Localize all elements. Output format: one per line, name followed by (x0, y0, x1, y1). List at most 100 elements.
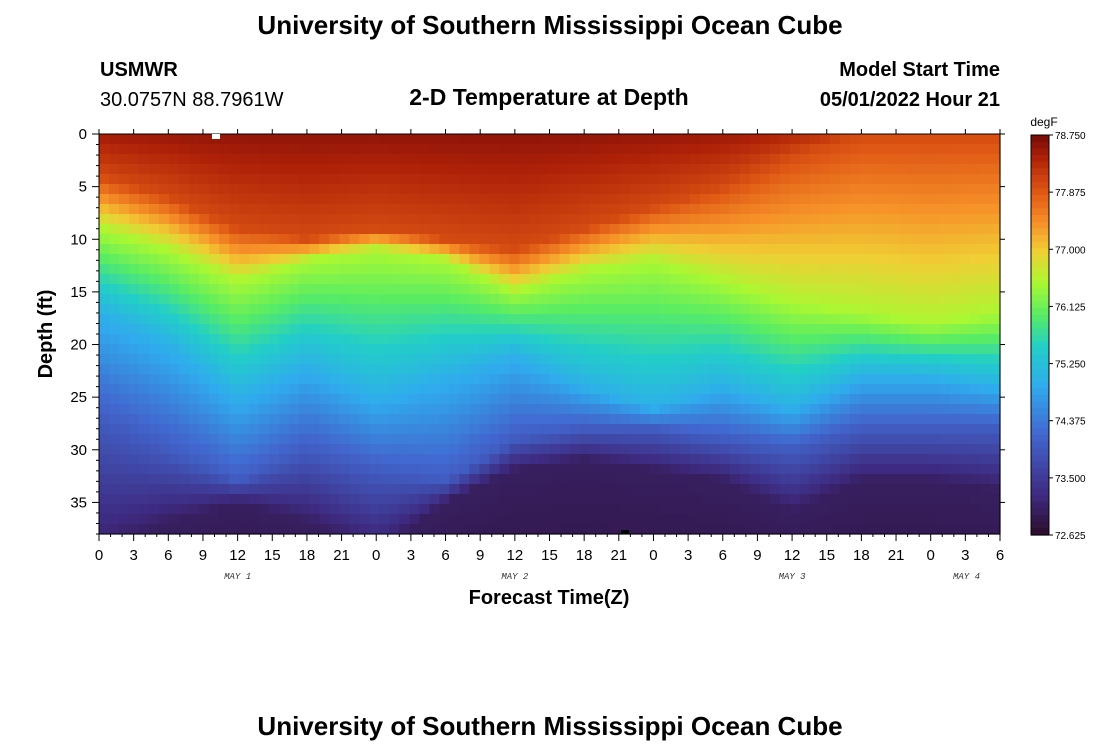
heatmap-cell (759, 434, 771, 445)
heatmap-cell (649, 134, 661, 145)
heatmap-cell (569, 254, 581, 265)
heatmap-cell (939, 474, 951, 485)
heatmap-cell (769, 424, 781, 435)
colorbar-tick-label: 77.875 (1055, 188, 1086, 199)
heatmap-cell (789, 504, 801, 515)
heatmap-cell (759, 144, 771, 155)
heatmap-cell (349, 384, 360, 395)
heatmap-cell (559, 524, 571, 535)
heatmap-cell (389, 344, 400, 355)
heatmap-cell (459, 474, 471, 485)
heatmap-cell (649, 404, 661, 415)
heatmap-cell (669, 164, 681, 175)
heatmap-cell (359, 474, 370, 485)
heatmap-cell (349, 144, 360, 155)
heatmap-cell (129, 264, 140, 275)
heatmap-cell (319, 464, 330, 475)
heatmap-cell (359, 334, 370, 345)
heatmap-cell (759, 174, 771, 185)
heatmap-cell (899, 304, 911, 315)
heatmap-cell (429, 434, 440, 445)
heatmap-cell (459, 154, 471, 165)
heatmap-cell (459, 344, 471, 355)
heatmap-cell (929, 224, 941, 235)
heatmap-cell (359, 264, 370, 275)
heatmap-cell (249, 464, 260, 475)
heatmap-cell (279, 344, 290, 355)
heatmap-cell (709, 184, 721, 195)
heatmap-cell (739, 204, 751, 215)
heatmap-cell (689, 514, 701, 525)
heatmap-cell (139, 304, 150, 315)
heatmap-cell (719, 474, 731, 485)
heatmap-cell (949, 224, 961, 235)
heatmap-cell (349, 414, 360, 425)
heatmap-cell (649, 354, 661, 365)
heatmap-cell (289, 364, 300, 375)
heatmap-cell (729, 414, 741, 425)
heatmap-cell (539, 294, 551, 305)
heatmap-cell (169, 284, 180, 295)
heatmap-cell (989, 344, 1001, 355)
heatmap-cell (199, 484, 210, 495)
heatmap-cell (669, 274, 681, 285)
heatmap-cell (809, 264, 821, 275)
heatmap-cell (99, 224, 110, 235)
heatmap-cell (909, 444, 921, 455)
heatmap-cell (679, 234, 691, 245)
heatmap-cell (199, 304, 210, 315)
heatmap-cell (419, 334, 430, 345)
heatmap-cell (209, 354, 220, 365)
heatmap-cell (699, 154, 711, 165)
heatmap-cell (739, 144, 751, 155)
heatmap-cell (929, 234, 941, 245)
heatmap-cell (309, 434, 320, 445)
heatmap-cell (649, 464, 661, 475)
heatmap-cell (179, 324, 190, 335)
heatmap-cell (549, 494, 561, 505)
heatmap-cell (929, 524, 941, 535)
heatmap-cell (149, 464, 160, 475)
heatmap-cell (269, 274, 280, 285)
heatmap-cell (709, 134, 721, 145)
heatmap-cell (529, 184, 541, 195)
heatmap-cell (679, 154, 691, 165)
heatmap-cell (579, 394, 591, 405)
heatmap-cell (569, 474, 581, 485)
x-tick-label: 21 (888, 547, 905, 564)
heatmap-cell (379, 414, 390, 425)
heatmap-cell (279, 304, 290, 315)
heatmap-cell (469, 484, 481, 495)
heatmap-cell (899, 474, 911, 485)
heatmap-cell (839, 234, 851, 245)
heatmap-cell (839, 384, 851, 395)
heatmap-cell (769, 264, 781, 275)
heatmap-cell (319, 504, 330, 515)
heatmap-cell (659, 214, 671, 225)
heatmap-cell (109, 354, 120, 365)
heatmap-cell (599, 364, 611, 375)
heatmap-cell (229, 214, 240, 225)
heatmap-cell (609, 394, 621, 405)
heatmap-cell (649, 474, 661, 485)
heatmap-cell (339, 364, 350, 375)
heatmap-cell (919, 374, 931, 385)
heatmap-cell (359, 254, 370, 265)
heatmap-cell (129, 154, 140, 165)
heatmap-cell (289, 264, 300, 275)
heatmap-cell (949, 274, 961, 285)
heatmap-cell (749, 154, 761, 165)
heatmap-cell (739, 414, 751, 425)
heatmap-cell (929, 254, 941, 265)
heatmap-cell (909, 464, 921, 475)
heatmap-cell (439, 154, 450, 165)
heatmap-cell (819, 354, 831, 365)
heatmap-cell (379, 254, 390, 265)
heatmap-cell (649, 254, 661, 265)
heatmap-cell (969, 284, 981, 295)
heatmap-cell (599, 344, 611, 355)
heatmap-cell (259, 224, 270, 235)
heatmap-cell (279, 484, 290, 495)
model-start-value: 05/01/2022 Hour 21 (820, 89, 1000, 111)
heatmap-cell (689, 194, 701, 205)
